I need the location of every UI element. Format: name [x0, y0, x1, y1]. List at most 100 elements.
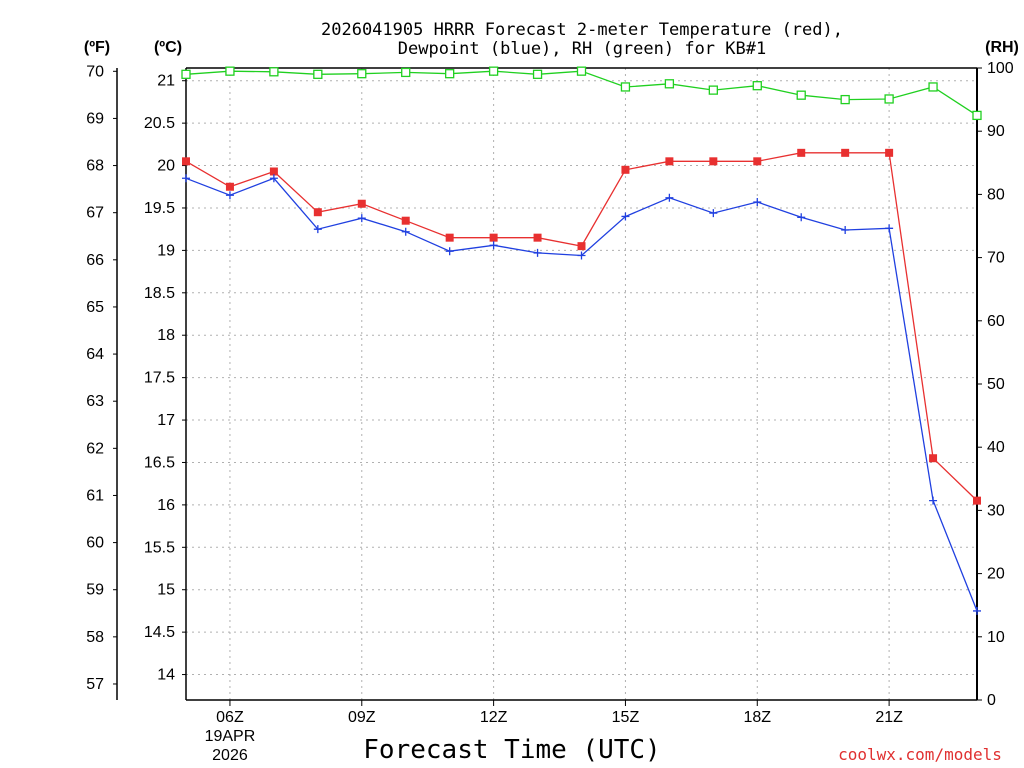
dewpoint-point — [885, 224, 894, 233]
dewpoint-point — [797, 213, 806, 222]
c-tick-label: 20 — [157, 158, 175, 175]
c-tick-label: 18.5 — [144, 285, 175, 302]
x-tick-label: 21Z — [875, 709, 903, 726]
rh-point — [708, 85, 718, 95]
credit-label: coolwx.com/models — [838, 745, 1002, 764]
dewpoint-point — [445, 247, 454, 256]
f-tick-label: 59 — [86, 582, 104, 599]
rh-tick-label: 40 — [987, 439, 1005, 456]
f-tick-label: 61 — [86, 487, 104, 504]
rh-point — [488, 66, 499, 76]
c-tick-label: 19 — [157, 242, 175, 259]
rh-tick-label: 80 — [987, 186, 1005, 203]
rh-point — [928, 82, 938, 92]
dewpoint-point — [225, 191, 234, 200]
series-layer — [181, 66, 982, 615]
temperature-point — [841, 148, 850, 157]
f-tick-label: 68 — [86, 158, 104, 175]
temperature-point — [401, 216, 410, 225]
x-tick-label: 06Z — [216, 709, 244, 726]
axes — [113, 67, 982, 706]
c-tick-label: 19.5 — [144, 200, 175, 217]
rh-point — [752, 81, 762, 91]
temperature-point — [357, 199, 366, 208]
rh-point — [620, 82, 631, 92]
rh-point — [972, 110, 982, 121]
c-tick-label: 16.5 — [144, 454, 175, 471]
rh-tick-label: 50 — [987, 376, 1005, 393]
x-axis-title: Forecast Time (UTC) — [363, 735, 660, 765]
f-tick-label: 69 — [86, 110, 104, 127]
dewpoint-point — [973, 606, 981, 615]
temperature-point — [445, 233, 454, 242]
temperature-point — [973, 496, 981, 505]
dewpoint-point — [929, 496, 938, 505]
rh-unit-label: (RH) — [985, 39, 1019, 56]
dewpoint-point — [577, 251, 586, 260]
temperature-point — [269, 167, 278, 176]
c-tick-label: 16 — [157, 497, 175, 514]
rh-point — [576, 66, 587, 76]
temperature-point — [709, 157, 718, 166]
fahrenheit-unit-label: (ºF) — [84, 39, 110, 56]
rh-point — [884, 94, 894, 104]
rh-tick-label: 70 — [987, 250, 1005, 267]
temperature-point — [577, 242, 586, 251]
temperature-point — [489, 233, 498, 242]
temperature-point — [885, 148, 894, 157]
chart-title-line-2: Dewpoint (blue), RH (green) for KB#1 — [398, 39, 766, 59]
f-tick-label: 62 — [86, 440, 104, 457]
dewpoint-point — [401, 227, 410, 236]
temperature-point — [182, 157, 190, 166]
rh-point — [269, 67, 279, 77]
temperature-point — [225, 182, 234, 191]
rh-point — [181, 69, 191, 79]
rh-point — [357, 69, 367, 79]
rh-tick-label: 90 — [987, 123, 1005, 140]
f-tick-label: 66 — [86, 252, 104, 269]
temperature-point — [313, 208, 322, 217]
f-tick-label: 57 — [86, 676, 104, 693]
c-tick-label: 14 — [157, 667, 175, 684]
dewpoint-point — [709, 209, 718, 218]
dewpoint-point — [665, 193, 674, 202]
dewpoint-point — [533, 248, 542, 257]
celsius-unit-label: (ºC) — [154, 39, 182, 56]
rh-point — [225, 66, 235, 76]
dewpoint-point — [621, 212, 630, 221]
temperature-point — [621, 165, 630, 174]
rh-tick-label: 60 — [987, 313, 1005, 330]
x-tick-label: 18Z — [743, 709, 771, 726]
f-tick-label: 63 — [86, 393, 104, 410]
rh-tick-label: 0 — [987, 692, 996, 709]
rh-point — [532, 69, 543, 79]
c-tick-label: 14.5 — [144, 624, 175, 641]
c-tick-label: 17 — [157, 412, 175, 429]
f-tick-label: 60 — [86, 535, 104, 552]
dewpoint-point — [357, 214, 366, 223]
dewpoint-point — [182, 174, 190, 183]
x-tick-year: 2026 — [212, 747, 248, 764]
temperature-point — [665, 157, 674, 166]
rh-point — [313, 69, 323, 79]
c-tick-label: 20.5 — [144, 115, 175, 132]
x-tick-date: 19APR — [205, 728, 256, 745]
temperature-point — [533, 233, 542, 242]
f-tick-label: 67 — [86, 205, 104, 222]
dewpoint-point — [269, 174, 278, 183]
c-tick-label: 15 — [157, 582, 175, 599]
f-tick-label: 70 — [86, 63, 104, 80]
x-tick-label: 15Z — [612, 709, 640, 726]
rh-tick-label: 20 — [987, 566, 1005, 583]
chart-title-line-1: 2026041905 HRRR Forecast 2-meter Tempera… — [321, 20, 843, 40]
rh-line — [185, 70, 978, 116]
dewpoint-point — [841, 226, 850, 235]
f-tick-label: 65 — [86, 299, 104, 316]
rh-point — [664, 79, 675, 89]
dewpoint-point — [313, 225, 322, 234]
c-tick-label: 17.5 — [144, 370, 175, 387]
rh-point — [445, 69, 455, 79]
temperature-line — [185, 152, 978, 502]
temperature-point — [929, 454, 938, 463]
